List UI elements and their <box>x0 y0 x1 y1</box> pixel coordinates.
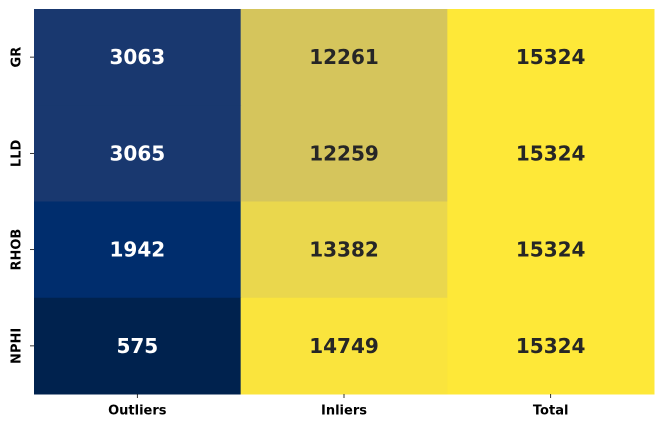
heatmap-cell-gr-inliers <box>240 9 448 106</box>
y-tick-label: GR <box>10 47 25 68</box>
heatmap-cell-nphi-total <box>447 297 655 395</box>
heatmap-cell-rhob-inliers <box>240 201 448 299</box>
cell-value-label: 15324 <box>516 141 586 165</box>
heatmap-cell-rhob-total <box>447 201 655 299</box>
x-axis-ticks: Outliers Inliers Total <box>108 394 568 419</box>
x-tick-label: Outliers <box>108 404 167 419</box>
cell-value-label: 1942 <box>109 238 165 262</box>
cell-value-label: 3065 <box>109 141 165 165</box>
heatmap-cell-nphi-outliers <box>34 297 242 395</box>
cell-value-label: 13382 <box>309 238 379 262</box>
heatmap-cell-labels: 3063 12261 15324 3065 12259 15324 1942 13382 153… <box>109 45 585 358</box>
cell-value-label: 14749 <box>309 334 379 358</box>
y-tick-label: NPHI <box>10 328 25 364</box>
heatmap-cell-lld-total <box>447 105 655 202</box>
heatmap-cell-lld-inliers <box>240 105 448 202</box>
cell-value-label: 12259 <box>309 141 379 165</box>
heatmap-cell-gr-outliers <box>34 9 242 106</box>
cell-value-label: 12261 <box>309 45 379 69</box>
heatmap-cell-lld-outliers <box>34 105 242 202</box>
cell-value-label: 15324 <box>516 334 586 358</box>
x-tick-label: Total <box>533 404 569 419</box>
cell-value-label: 575 <box>116 334 158 358</box>
cell-value-label: 3063 <box>109 45 165 69</box>
heatmap-cells <box>34 9 655 395</box>
heatmap-cell-nphi-inliers <box>240 297 448 395</box>
cell-value-label: 15324 <box>516 238 586 262</box>
y-tick-label: RHOB <box>10 229 25 271</box>
heatmap-cell-rhob-outliers <box>34 201 242 299</box>
y-tick-label: LLD <box>10 139 25 167</box>
heatmap-cell-gr-total <box>447 9 655 106</box>
y-axis-ticks: GR LLD RHOB NPHI <box>10 47 34 364</box>
x-tick-label: Inliers <box>321 404 367 419</box>
cell-value-label: 15324 <box>516 45 586 69</box>
